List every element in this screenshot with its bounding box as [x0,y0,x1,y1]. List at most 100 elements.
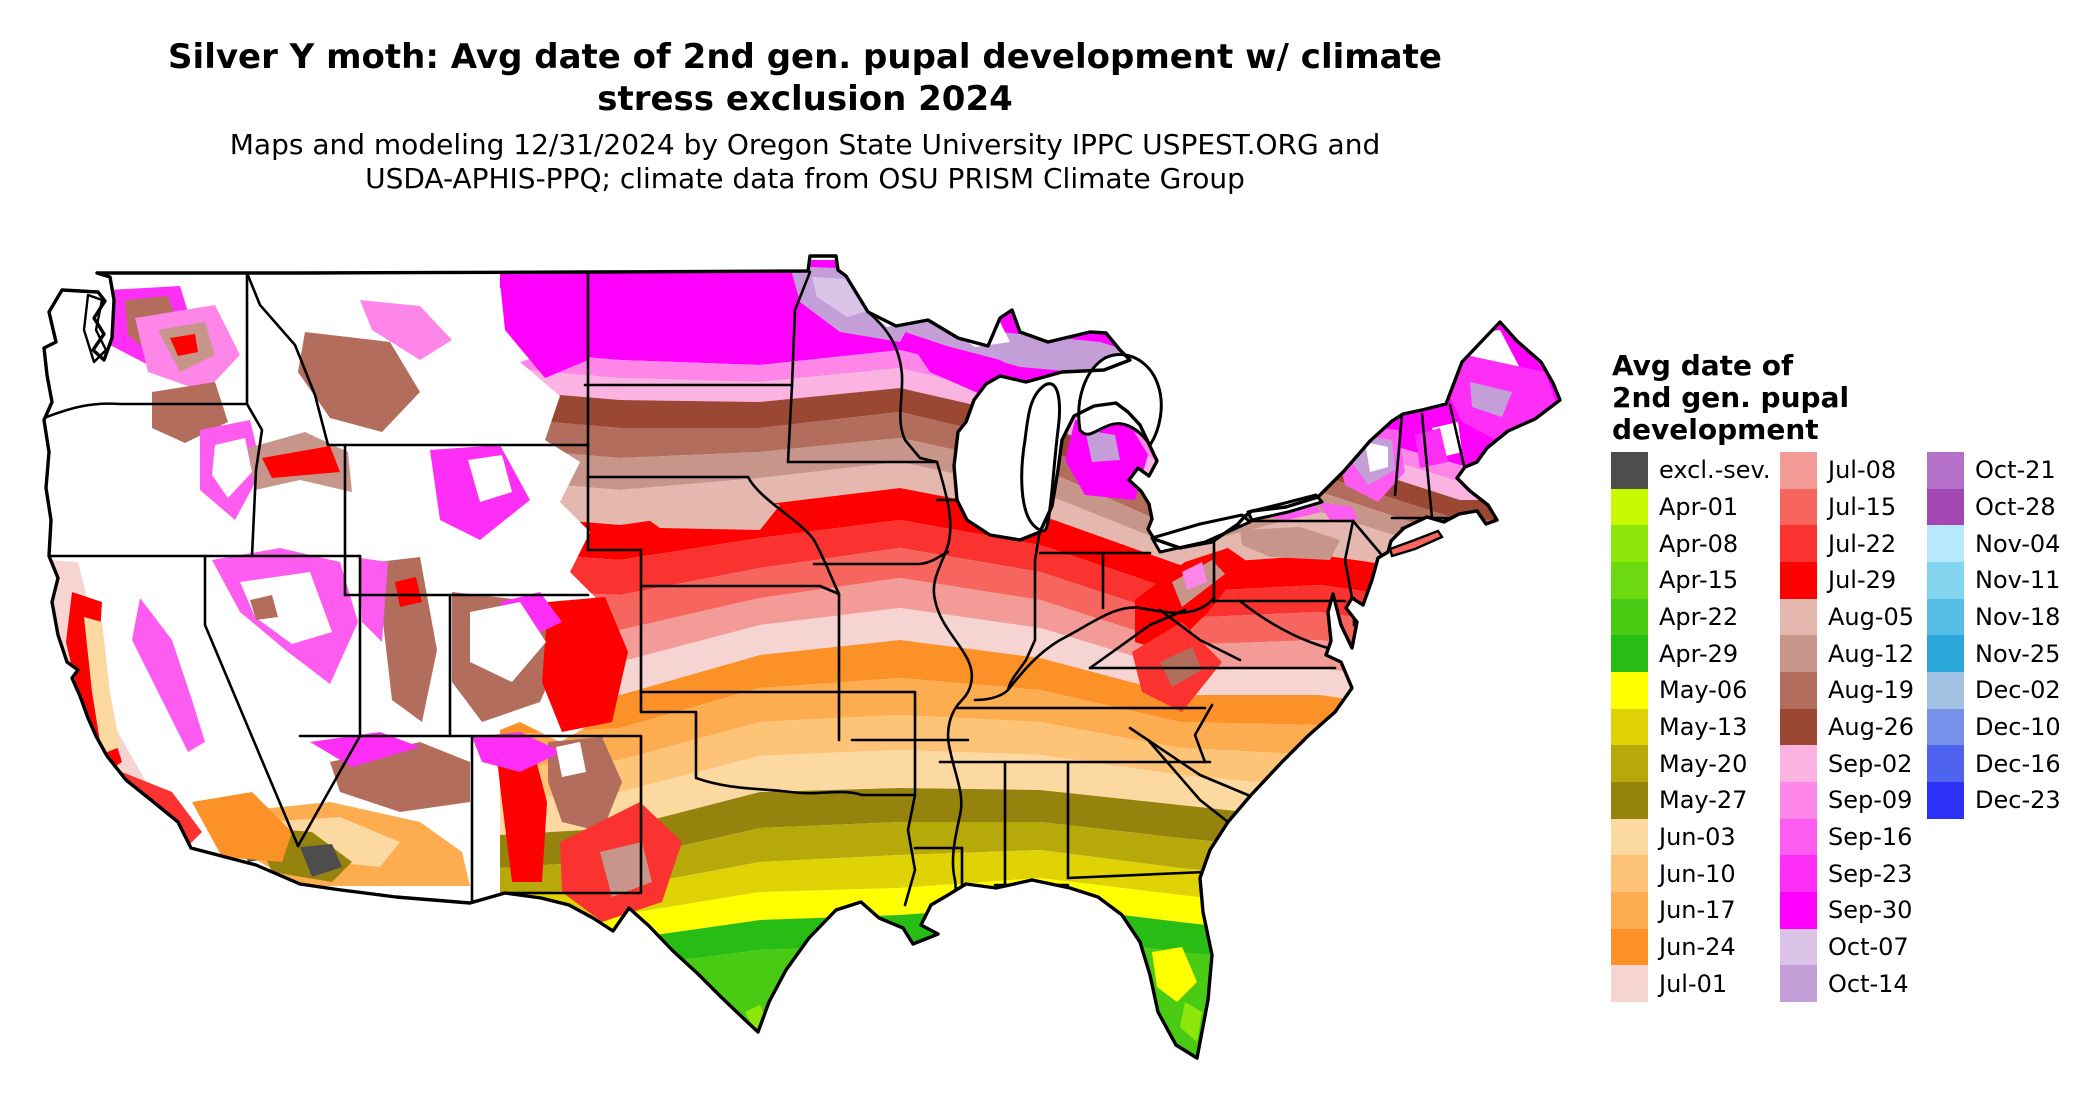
legend-swatch [1780,562,1817,599]
legend-label: Jun-17 [1659,896,1736,924]
legend-row: Jul-22 [1780,525,1914,562]
legend-swatch [1611,929,1648,966]
legend-label: Jun-03 [1659,823,1736,851]
legend-row: May-06 [1611,672,1771,709]
legend-row: Apr-01 [1611,489,1771,526]
legend-row: Aug-05 [1780,599,1914,636]
legend-swatch [1611,782,1648,819]
legend-row: Jul-29 [1780,562,1914,599]
legend-row: Aug-19 [1780,672,1914,709]
legend-label: Nov-18 [1975,603,2060,631]
legend-row: Oct-21 [1927,452,2061,489]
legend-row: Nov-18 [1927,599,2061,636]
us-choropleth-map [0,0,1600,1116]
legend-label: Nov-11 [1975,566,2060,594]
legend-label: Dec-02 [1975,676,2061,704]
legend-row: Dec-02 [1927,672,2061,709]
legend-swatch [1611,855,1648,892]
legend-column-2: Jul-08 Jul-15 Jul-22 Jul-29 Aug-05 Aug-12 Aug-… [1780,452,1914,1002]
legend-row: Apr-08 [1611,525,1771,562]
legend-row: Sep-30 [1780,892,1914,929]
legend-label: Nov-25 [1975,640,2060,668]
legend-row: Nov-11 [1927,562,2061,599]
legend-label: Jul-22 [1828,530,1896,558]
legend-swatch [1927,672,1964,709]
legend-row: Oct-28 [1927,489,2061,526]
legend-column-1: excl.-sev. Apr-01 Apr-08 Apr-15 Apr-22 Apr-29… [1611,452,1771,1002]
legend-label: Dec-10 [1975,713,2061,741]
legend-row: Apr-15 [1611,562,1771,599]
legend-swatch [1927,452,1964,489]
legend-label: Jun-24 [1659,933,1736,961]
legend-label: Oct-28 [1975,493,2056,521]
legend-swatch [1780,855,1817,892]
legend-label: May-13 [1659,713,1747,741]
legend-row: Aug-12 [1780,635,1914,672]
legend-swatch [1780,489,1817,526]
legend-swatch [1927,599,1964,636]
legend-label: May-27 [1659,786,1747,814]
legend-swatch [1611,819,1648,856]
legend-swatch [1780,709,1817,746]
legend-row: Sep-16 [1780,819,1914,856]
legend-label: Aug-05 [1828,603,1914,631]
legend-swatch [1611,892,1648,929]
legend-swatch [1611,489,1648,526]
map-fill-layers [0,250,1600,1116]
legend-label: excl.-sev. [1659,456,1771,484]
legend-row: Jun-10 [1611,855,1771,892]
legend-row: Nov-04 [1927,525,2061,562]
legend-row: Jun-24 [1611,929,1771,966]
legend-row: Dec-23 [1927,782,2061,819]
legend-swatch [1927,782,1964,819]
legend-row: Jul-08 [1780,452,1914,489]
legend-label: Jul-01 [1659,970,1727,998]
legend-swatch [1927,709,1964,746]
legend-column-3: Oct-21 Oct-28 Nov-04 Nov-11 Nov-18 Nov-25 Dec-… [1927,452,2061,819]
legend-row: Jul-15 [1780,489,1914,526]
legend-label: Aug-12 [1828,640,1914,668]
legend-label: Sep-02 [1828,750,1912,778]
legend-swatch [1927,489,1964,526]
legend-swatch [1611,525,1648,562]
legend-label: Apr-29 [1659,640,1738,668]
legend-swatch [1611,599,1648,636]
legend-label: Jul-08 [1828,456,1896,484]
legend-row: Apr-22 [1611,599,1771,636]
legend-label: Apr-01 [1659,493,1738,521]
legend-swatch [1780,819,1817,856]
legend-swatch [1780,782,1817,819]
legend-swatch [1611,745,1648,782]
date-band-Apr-22 [500,935,1600,1116]
legend-swatch [1611,635,1648,672]
legend-label: Jul-29 [1828,566,1896,594]
legend-title-line: Avg date of [1612,350,1849,382]
legend-row: May-20 [1611,745,1771,782]
legend-row: Dec-16 [1927,745,2061,782]
legend-row: Jul-01 [1611,965,1771,1002]
legend-row: May-13 [1611,709,1771,746]
legend-label: Nov-04 [1975,530,2060,558]
legend-label: Sep-09 [1828,786,1912,814]
legend-swatch [1611,672,1648,709]
legend-swatch [1927,635,1964,672]
legend-swatch [1611,965,1648,1002]
legend-label: Apr-22 [1659,603,1738,631]
legend-label: Apr-15 [1659,566,1738,594]
legend-label: Jul-15 [1828,493,1896,521]
legend-row: Aug-26 [1780,709,1914,746]
legend-row: May-27 [1611,782,1771,819]
legend-swatch [1927,562,1964,599]
legend-label: Sep-16 [1828,823,1912,851]
legend-label: Jun-10 [1659,860,1736,888]
legend-swatch [1611,709,1648,746]
legend-label: Aug-19 [1828,676,1914,704]
legend-title-line: 2nd gen. pupal [1612,382,1849,414]
legend-label: Oct-14 [1828,970,1909,998]
legend-row: Jun-03 [1611,819,1771,856]
legend-label: Sep-23 [1828,860,1912,888]
legend-row: Oct-14 [1780,965,1914,1002]
legend-label: Apr-08 [1659,530,1738,558]
legend-label: Aug-26 [1828,713,1914,741]
legend-swatch [1927,525,1964,562]
